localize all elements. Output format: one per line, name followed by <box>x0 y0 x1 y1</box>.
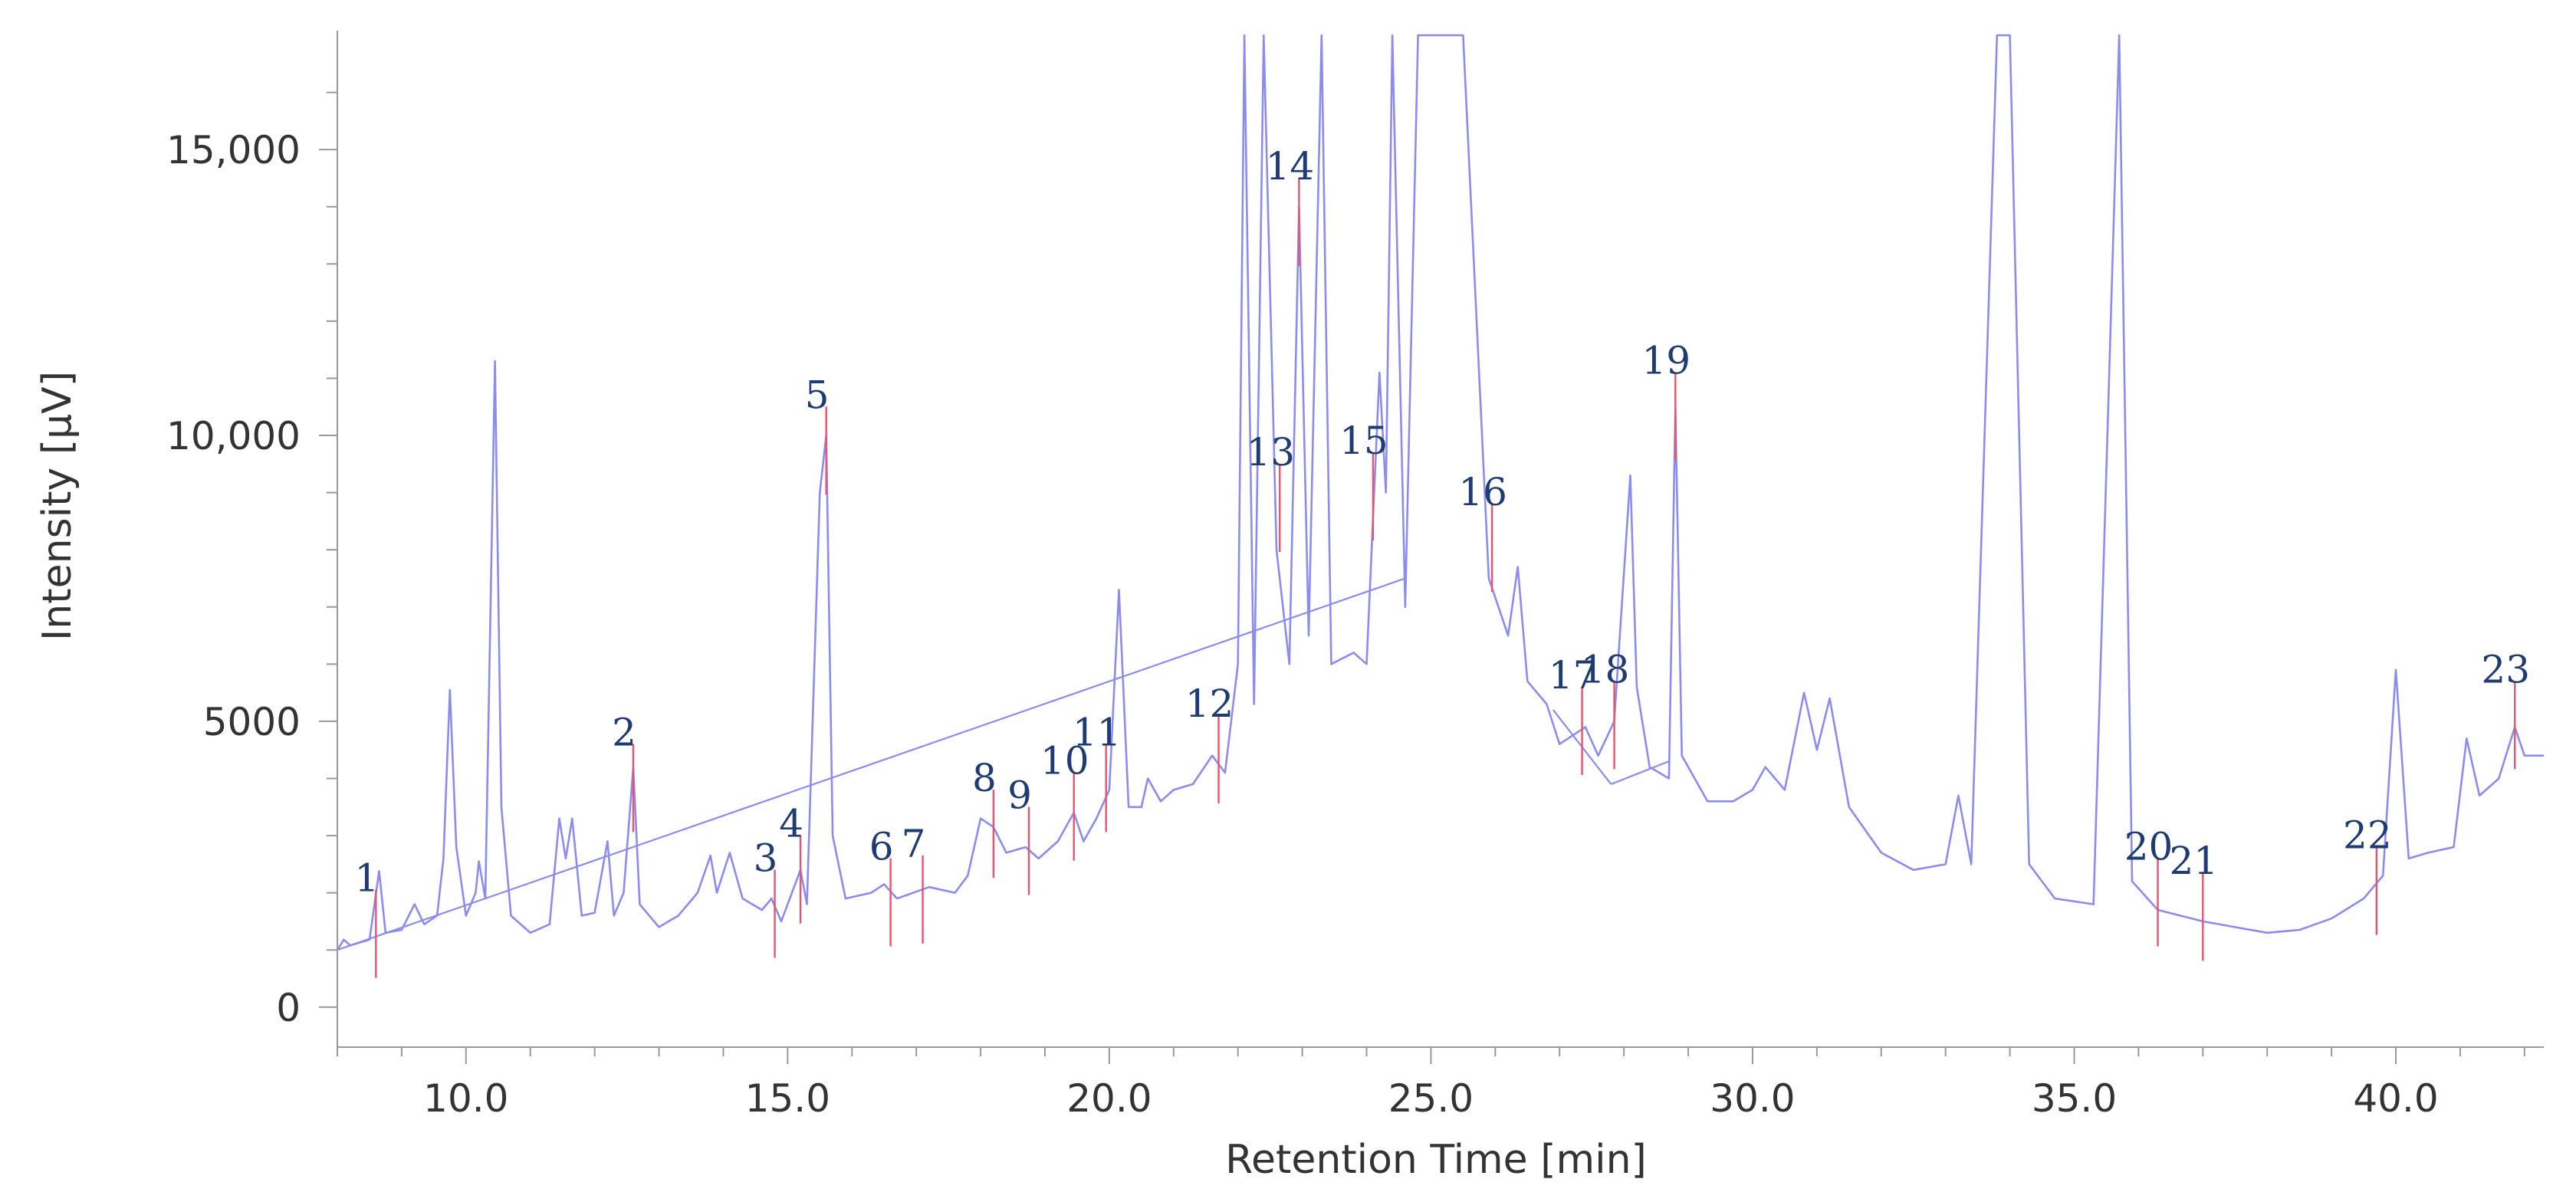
peak-label-17: 17 <box>1549 653 1598 698</box>
peak-label-23: 23 <box>2481 647 2530 691</box>
x-tick-label: 10.0 <box>423 1076 508 1121</box>
x-tick-label: 25.0 <box>1388 1076 1474 1121</box>
x-tick-label: 40.0 <box>2353 1076 2438 1121</box>
y-tick-label: 10,000 <box>166 414 301 458</box>
peak-markers-group <box>375 178 2516 978</box>
peak-label-11: 11 <box>1073 710 1122 754</box>
y-tick-label: 0 <box>276 986 301 1030</box>
peak-label-8: 8 <box>972 756 997 800</box>
chromatogram-trace-1 <box>337 34 2544 951</box>
peak-label-13: 13 <box>1246 430 1295 475</box>
peak-label-14: 14 <box>1266 144 1315 189</box>
peak-label-19: 19 <box>1641 339 1691 383</box>
peak-label-3: 3 <box>754 836 778 880</box>
axes-group: 0 5000 10,000 15,000 10.0 15.0 20.0 25.0 30.0 35.… <box>166 31 2544 1121</box>
peak-label-15: 15 <box>1339 419 1388 463</box>
x-tick-label: 20.0 <box>1066 1076 1152 1121</box>
x-axis-title: Retention Time [min] <box>1225 1137 1647 1183</box>
peak-label-1: 1 <box>354 856 379 901</box>
peak-label-2: 2 <box>612 710 636 754</box>
y-tick-label: 15,000 <box>166 128 301 172</box>
peak-label-6: 6 <box>869 825 894 869</box>
peak-label-4: 4 <box>779 802 803 846</box>
peak-label-9: 9 <box>1007 773 1032 817</box>
peak-label-20: 20 <box>2124 825 2174 869</box>
y-tick-label: 5000 <box>203 700 301 744</box>
x-tick-label: 15.0 <box>745 1076 830 1121</box>
peak-label-5: 5 <box>805 373 830 417</box>
peak-label-10: 10 <box>1040 739 1089 783</box>
peak-label-21: 21 <box>2169 839 2218 883</box>
y-axis-title: Intensity [µV] <box>34 371 80 641</box>
peak-label-16: 16 <box>1458 470 1507 514</box>
trace-group <box>337 34 2544 951</box>
peak-label-22: 22 <box>2343 813 2392 858</box>
baseline-segment-1 <box>337 577 1406 951</box>
x-tick-label: 30.0 <box>1710 1076 1795 1121</box>
peak-label-12: 12 <box>1185 681 1234 726</box>
baseline-group <box>337 577 1670 951</box>
peak-label-18: 18 <box>1581 647 1630 691</box>
peak-label-7: 7 <box>902 822 926 866</box>
baseline-segment-3 <box>1610 760 1670 785</box>
x-tick-label: 35.0 <box>2032 1076 2117 1121</box>
